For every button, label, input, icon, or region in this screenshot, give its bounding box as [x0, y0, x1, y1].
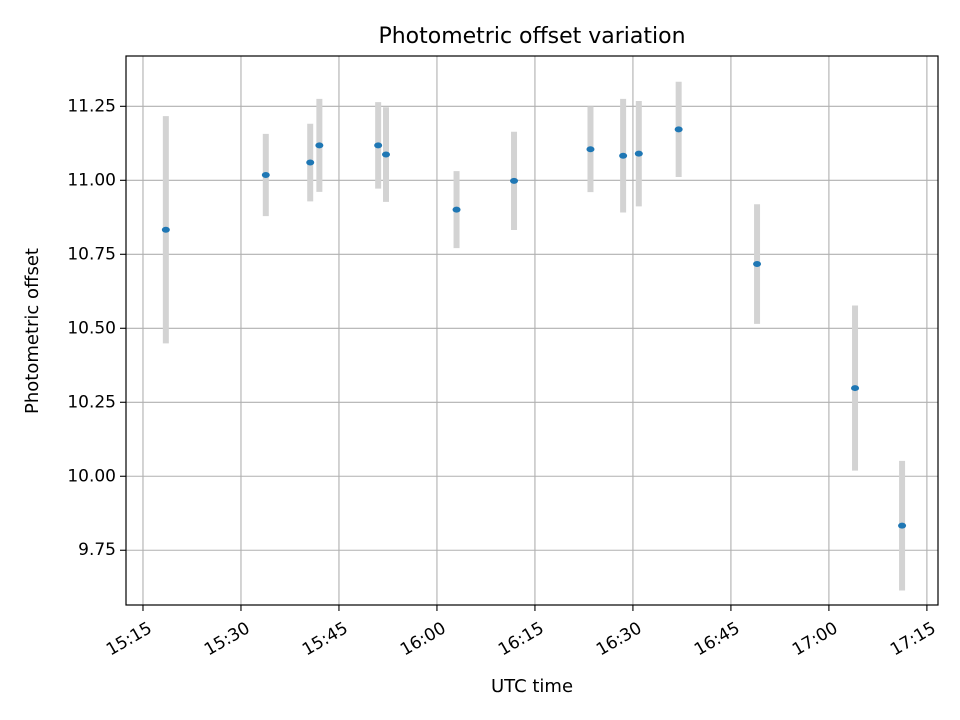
y-tick-label: 11.00	[67, 170, 116, 190]
data-point	[898, 522, 907, 529]
y-axis-label: Photometric offset	[22, 248, 43, 414]
data-point	[851, 385, 860, 392]
y-tick-label: 10.00	[67, 466, 116, 486]
data-point	[753, 261, 762, 268]
grid	[126, 56, 938, 605]
data-point	[619, 152, 628, 159]
data-point	[381, 151, 390, 158]
y-ticks: 9.75 10.00 10.25 10.50 10.75 11.00 11.25	[67, 96, 126, 560]
y-tick-label: 10.25	[67, 392, 116, 412]
data-point	[452, 206, 461, 213]
y-tick-label: 11.25	[67, 96, 116, 116]
data-point	[510, 177, 519, 184]
data-point	[374, 142, 383, 149]
data-point	[315, 142, 324, 149]
y-tick-label: 10.75	[67, 244, 116, 264]
y-tick-label: 10.50	[67, 318, 116, 338]
y-tick-label: 9.75	[78, 540, 116, 560]
data-point	[161, 226, 170, 233]
data-point	[306, 159, 315, 166]
data-point	[674, 126, 683, 133]
chart-title: Photometric offset variation	[378, 24, 685, 49]
data-point	[261, 171, 270, 178]
data-points	[161, 126, 907, 529]
plot-frame	[125, 55, 939, 606]
data-point	[586, 146, 595, 153]
x-axis-label: UTC time	[491, 676, 573, 697]
data-point	[634, 150, 643, 157]
